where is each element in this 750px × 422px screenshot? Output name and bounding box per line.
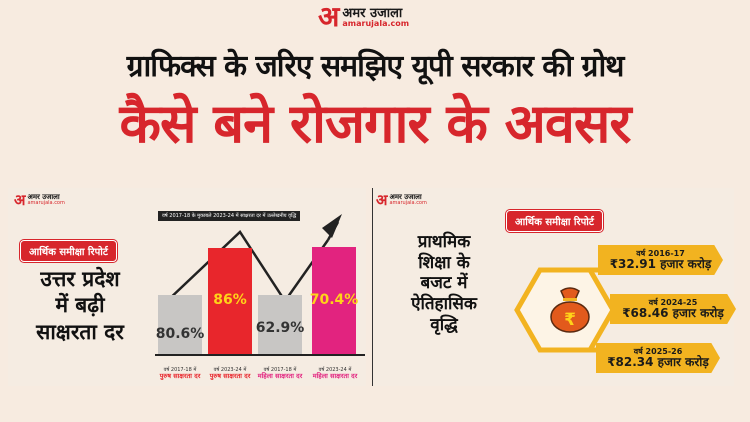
- logo-name-hindi: अमर उजाला: [342, 5, 403, 21]
- bar-label: वर्ष 2017-18 में पुरुष साक्षरता दर: [159, 367, 201, 381]
- amarujala-logo: अ अमर उजाला amarujala.com: [318, 3, 409, 31]
- bar-male-2017: 80.6%: [156, 295, 204, 354]
- bar-label: वर्ष 2023-24 में पुरुष साक्षरता दर: [209, 367, 251, 381]
- bar-male-2023: 86%: [208, 248, 252, 354]
- bar-label: वर्ष 2023-24 में महिला साक्षरता दर: [312, 367, 358, 381]
- bar-female-2023: 70.4%: [310, 247, 358, 354]
- budget-title: प्राथमिक शिक्षा के बजट में ऐतिहासिक वृद्…: [411, 232, 477, 335]
- report-badge-left: आर्थिक समीक्षा रिपोर्ट: [20, 240, 117, 262]
- trend-arrow-icon: [164, 214, 342, 304]
- svg-text:₹: ₹: [564, 310, 576, 330]
- literacy-title: उत्तर प्रदेश में बढ़ी साक्षरता दर: [36, 267, 124, 344]
- report-badge-right: आर्थिक समीक्षा रिपोर्ट: [506, 210, 603, 232]
- headline-title: कैसे बने रोजगार के अवसर: [119, 92, 632, 155]
- logo-domain: amarujala.com: [342, 18, 410, 28]
- budget-item-2016-17: वर्ष 2016-17 ₹32.91 हजार करोड़: [598, 245, 723, 275]
- x-axis: [155, 354, 365, 356]
- money-bag-rupee-icon: ₹: [550, 287, 590, 333]
- literacy-bar-chart: वर्ष 2017-18 के मुकाबले 2023-24 में साक्…: [150, 200, 370, 385]
- bar-female-2017: 62.9%: [256, 295, 304, 354]
- bar-label: वर्ष 2017-18 में महिला साक्षरता दर: [257, 367, 303, 381]
- headline-subtitle: ग्राफिक्स के जरिए समझिए यूपी सरकार की ग्…: [126, 49, 625, 84]
- logo-glyph: अ: [318, 0, 340, 33]
- budget-item-2025-26: वर्ष 2025-26 ₹82.34 हजार करोड़: [596, 343, 720, 373]
- mini-logo-left: अ अमर उजाला amarujala.com: [14, 191, 65, 209]
- mini-logo-right: अ अमर उजाला amarujala.com: [376, 191, 427, 209]
- budget-item-2024-25: वर्ष 2024-25 ₹68.46 हजार करोड़: [610, 294, 736, 324]
- chart-caption: वर्ष 2017-18 के मुकाबले 2023-24 में साक्…: [158, 211, 301, 221]
